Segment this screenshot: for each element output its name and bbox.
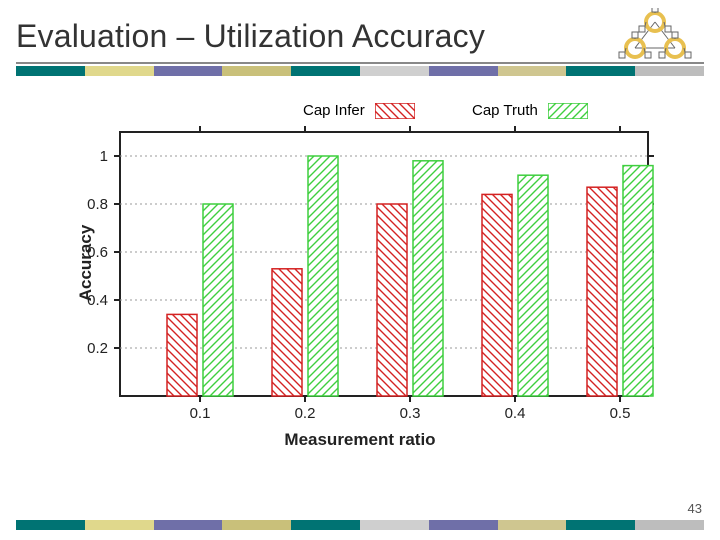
svg-text:0.3: 0.3 <box>400 405 421 422</box>
top-color-bar <box>16 66 704 76</box>
page-title: Evaluation – Utilization Accuracy <box>16 18 485 55</box>
title-underline <box>16 62 704 64</box>
x-axis-label: Measurement ratio <box>60 430 660 450</box>
page-number: 43 <box>688 501 702 516</box>
legend-infer-swatch <box>375 103 415 119</box>
svg-text:0.8: 0.8 <box>87 196 108 213</box>
svg-text:0.1: 0.1 <box>190 405 211 422</box>
svg-text:0.2: 0.2 <box>87 340 108 357</box>
svg-text:0.5: 0.5 <box>610 405 631 422</box>
legend-truth-label: Cap Truth <box>472 102 538 119</box>
legend-truth: Cap Truth <box>472 102 588 119</box>
svg-text:0.4: 0.4 <box>505 405 526 422</box>
svg-text:0.2: 0.2 <box>295 405 316 422</box>
accuracy-chart: 0.20.40.60.810.10.20.30.40.5 Accuracy Me… <box>60 98 660 488</box>
legend-infer: Cap Infer <box>303 102 415 119</box>
legend-truth-swatch <box>548 103 588 119</box>
cluster-logo-icon <box>610 8 700 62</box>
legend-infer-label: Cap Infer <box>303 102 365 119</box>
svg-text:1: 1 <box>100 148 108 165</box>
slide: Evaluation – Utilization Accuracy 0.2 0.4… <box>0 0 720 540</box>
y-axis-label: Accuracy <box>76 213 96 313</box>
bottom-color-bar <box>16 520 704 530</box>
